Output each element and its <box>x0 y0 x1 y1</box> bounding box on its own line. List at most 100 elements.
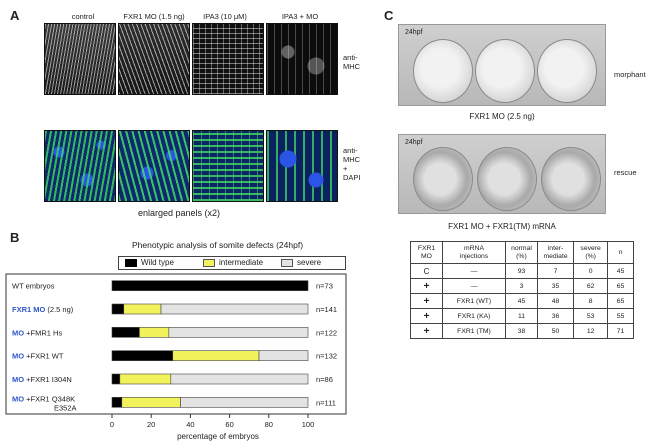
category-label: MO +FXR1 I304N <box>12 375 72 384</box>
panel-a-caption: enlarged panels (x2) <box>138 208 221 218</box>
category-label: MO +FMR1 Hs <box>12 328 62 337</box>
chart-frame <box>5 273 347 415</box>
table-cell: FXR1 (WT) <box>442 293 506 309</box>
bar-segment-wild-type <box>111 373 121 385</box>
x-tick-label: 80 <box>265 420 273 429</box>
mhc-image-ipa3-mo <box>266 23 338 95</box>
bar-segment-wild-type <box>111 303 125 315</box>
panel-a-col-label-1: control <box>71 12 95 21</box>
panel-b-label: B <box>10 230 20 245</box>
mhc-image-fxr1-mo <box>118 23 190 95</box>
table-header: mRNA injections <box>442 241 506 264</box>
dapi-image-control <box>44 130 116 202</box>
phenotype-bar-chart: WT embryos n=73 FXR1 MO (2.5 ng) n=141 MO +F… <box>5 273 347 441</box>
legend-label-intermediate: intermediate <box>219 258 264 267</box>
panel-a-col-label-2: FXR1 MO (1.5 ng) <box>123 12 185 21</box>
category-label: WT embryos <box>12 282 55 291</box>
mhc-image-control <box>44 23 116 95</box>
table-header: normal (%) <box>504 241 538 264</box>
bar-segment-wild-type <box>111 397 123 408</box>
x-axis-label: percentage of embryos <box>177 432 259 441</box>
table-cell: 55 <box>607 308 634 324</box>
table-cell: 0 <box>573 263 609 279</box>
bar-segment-severe <box>258 350 309 361</box>
embryo-image-morphant: 24hpf <box>398 24 606 106</box>
stage-label-rescue: 24hpf <box>405 139 423 146</box>
table-cell: 36 <box>536 308 575 324</box>
panel-c-label: C <box>384 8 394 23</box>
bar-segment-intermediate <box>172 350 260 361</box>
table-cell: — <box>442 278 506 294</box>
table-cell: FXR1 (KA) <box>442 308 506 324</box>
rescue-table: FXR1 MO mRNA injections normal (%) inter-me… <box>410 241 634 339</box>
panel-a-col-label-3: IPA3 (10 μM) <box>203 12 247 21</box>
table-cell: 50 <box>536 323 575 339</box>
bar-segment-intermediate <box>139 327 170 338</box>
table-cell: 45 <box>607 263 634 279</box>
bar-segment-wild-type <box>111 280 309 291</box>
table-cell: 65 <box>607 293 634 309</box>
legend-swatch-severe <box>281 259 293 267</box>
table-cell: 53 <box>573 308 609 324</box>
category-label-line2: E352A <box>54 403 77 412</box>
n-label: n=132 <box>316 352 337 361</box>
table-row: C — 93 7 0 45 <box>410 263 634 279</box>
table-cell: 8 <box>573 293 609 309</box>
table-cell: 71 <box>607 323 634 339</box>
table-cell: 38 <box>504 323 538 339</box>
x-tick-label: 100 <box>302 420 315 429</box>
table-cell: + <box>410 293 443 309</box>
dapi-image-fxr1-mo <box>118 130 190 202</box>
n-label: n=111 <box>316 398 336 407</box>
table-cell: 62 <box>573 278 609 294</box>
table-cell: 65 <box>607 278 634 294</box>
bar-segment-severe <box>160 303 309 315</box>
embryo-6 <box>541 147 601 211</box>
legend-swatch-wild-type <box>125 259 137 267</box>
category-label: MO +FXR1 Q348K <box>12 394 75 403</box>
table-cell: 3 <box>504 278 538 294</box>
table-header: n <box>607 241 634 264</box>
table-cell: 48 <box>536 293 575 309</box>
table-header-row: FXR1 MO mRNA injections normal (%) inter-me… <box>410 241 634 264</box>
bar-segment-intermediate <box>121 397 181 408</box>
table-cell: 35 <box>536 278 575 294</box>
category-label: FXR1 MO (2.5 ng) <box>12 305 74 314</box>
bar-segment-intermediate <box>119 373 172 385</box>
legend-swatch-intermediate <box>203 259 215 267</box>
caption-morphant: FXR1 MO (2.5 ng) <box>469 112 535 121</box>
table-cell: 11 <box>504 308 538 324</box>
embryo-1 <box>413 39 473 103</box>
table-cell: 45 <box>504 293 538 309</box>
embryo-3 <box>537 39 597 103</box>
legend-label-severe: severe <box>297 258 322 267</box>
table-cell: — <box>442 263 506 279</box>
dapi-image-ipa3-mo <box>266 130 338 202</box>
embryo-5 <box>477 147 537 211</box>
table-cell: + <box>410 308 443 324</box>
mhc-image-ipa3 <box>192 23 264 95</box>
table-cell: 93 <box>504 263 538 279</box>
embryo-image-rescue: 24hpf <box>398 134 606 214</box>
table-cell: 12 <box>573 323 609 339</box>
panel-a-col-label-4: IPA3 + MO <box>281 12 319 21</box>
x-tick-label: 40 <box>186 420 194 429</box>
n-label: n=122 <box>316 328 337 337</box>
table-header: inter-mediate <box>536 241 575 264</box>
table-cell: 7 <box>536 263 575 279</box>
caption-rescue: FXR1 MO + FXR1(TM) mRNA <box>448 222 556 231</box>
side-label-rescue: rescue <box>614 168 637 177</box>
x-tick-label: 0 <box>110 420 114 429</box>
row-label-mhc: anti- MHC <box>343 53 361 71</box>
table-cell: + <box>410 278 443 294</box>
x-tick-label: 20 <box>147 420 155 429</box>
table-cell: C <box>410 263 443 279</box>
n-label: n=141 <box>316 305 337 314</box>
panel-a-label: A <box>10 8 20 23</box>
category-label: MO +FXR1 WT <box>12 352 64 361</box>
table-cell: FXR1 (TM) <box>442 323 506 339</box>
table-row: + FXR1 (WT) 45 48 8 65 <box>410 293 634 309</box>
bar-segment-wild-type <box>111 327 140 338</box>
table-header: FXR1 MO <box>410 241 443 264</box>
dapi-image-ipa3 <box>192 130 264 202</box>
